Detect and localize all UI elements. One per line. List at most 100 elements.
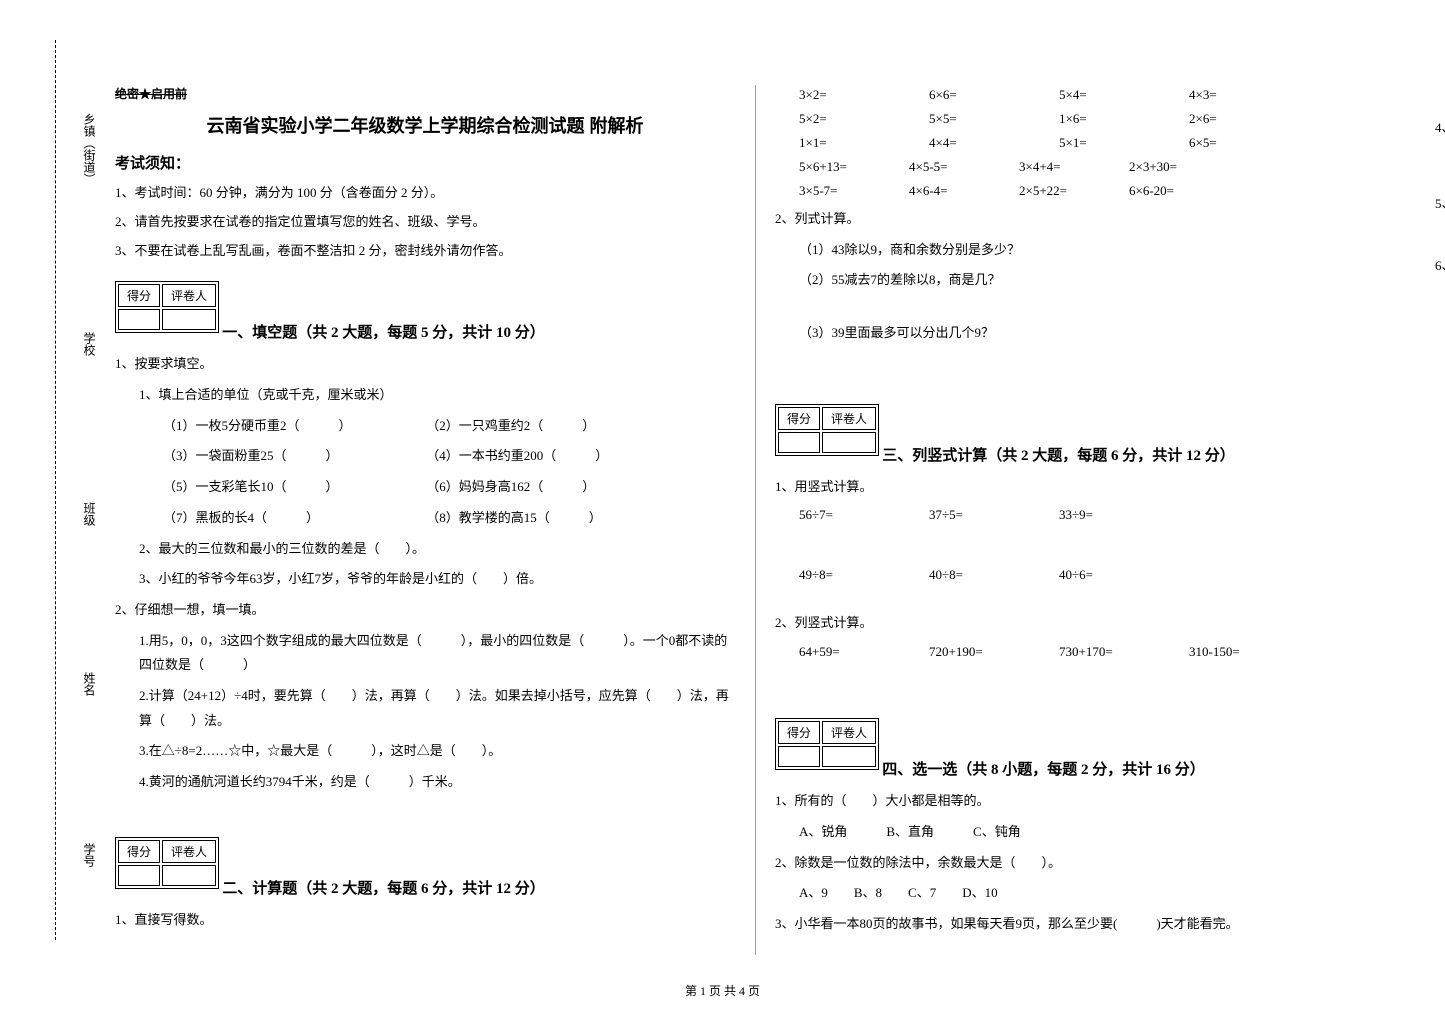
marker-header: 评卷人 bbox=[822, 721, 876, 744]
q1-item: （6）妈妈身高162（ ） bbox=[426, 479, 595, 494]
binding-field: 班级 bbox=[81, 502, 98, 526]
q2-item: 2.计算（24+12）÷4时，要先算（ ）法，再算（ ）法。如果去掉小括号，应先… bbox=[139, 684, 735, 733]
paper-title: 云南省实验小学二年级数学上学期综合检测试题 附解析 bbox=[115, 112, 735, 138]
calc-cell: 1×6= bbox=[1059, 111, 1189, 127]
q1-item: （3）一袋面粉重25（ ） bbox=[163, 444, 423, 469]
exam-content: 绝密★启用前 云南省实验小学二年级数学上学期综合检测试题 附解析 考试须知： 1… bbox=[115, 85, 1395, 955]
calc-row: 3×2= 6×6= 5×4= 4×3= bbox=[799, 85, 1395, 105]
vert-row: 49÷8= 40÷8= 40÷6= bbox=[799, 565, 1395, 585]
q1-item: （8）教学楼的高15（ ） bbox=[426, 510, 602, 525]
score-header: 得分 bbox=[118, 284, 160, 307]
q1-item: （2）一只鸡重约2（ ） bbox=[426, 418, 595, 433]
vert-cell: 37÷5= bbox=[929, 507, 1059, 523]
calc-cell: 5×1= bbox=[1059, 135, 1189, 151]
q2-item: 1.用5，0，0，3这四个数字组成的最大四位数是（ ），最小的四位数是（ ）。一… bbox=[139, 629, 735, 678]
calc-cell: 4×6-4= bbox=[909, 183, 1019, 199]
marker-header: 评卷人 bbox=[162, 840, 216, 863]
vert-cell: 56÷7= bbox=[799, 507, 929, 523]
choice-q1: 1、所有的（ ）大小都是相等的。 bbox=[775, 789, 1395, 814]
calc-cell: 2×6= bbox=[1189, 111, 1319, 127]
section-4-header: 得分评卷人 四、选一选（共 8 小题，每题 2 分，共计 16 分） bbox=[775, 708, 1395, 779]
marker-cell bbox=[162, 865, 216, 886]
binding-field: 学号 bbox=[81, 843, 98, 867]
section-4-title: 四、选一选（共 8 小题，每题 2 分，共计 16 分） bbox=[882, 762, 1205, 778]
binding-margin: 乡镇（街道） 学校 班级 姓名 学号 bbox=[38, 40, 98, 940]
binding-field: 姓名 bbox=[81, 672, 98, 696]
section-3-header: 得分评卷人 三、列竖式计算（共 2 大题，每题 6 分，共计 12 分） bbox=[775, 394, 1395, 465]
vert-row: 64+59= 720+190= 730+170= 310-150= bbox=[799, 642, 1395, 662]
calc-cell: 2×3+30= bbox=[1129, 159, 1239, 175]
calc-cell: 4×5-5= bbox=[909, 159, 1019, 175]
choice-q4: 4、下列线中，线段是（ ）。 bbox=[1435, 116, 1445, 141]
calc-cell: 3×5-7= bbox=[799, 183, 909, 199]
vert-cell: 49÷8= bbox=[799, 567, 929, 583]
vert-cell: 64+59= bbox=[799, 644, 929, 660]
calc2-title: 2、列式计算。 bbox=[775, 207, 1395, 232]
vert1-title: 1、用竖式计算。 bbox=[775, 475, 1395, 500]
section-2-title: 二、计算题（共 2 大题，每题 6 分，共计 12 分） bbox=[222, 881, 545, 897]
vert-cell: 40÷8= bbox=[929, 567, 1059, 583]
calc-cell: 4×4= bbox=[929, 135, 1059, 151]
calc-cell: 5×6+13= bbox=[799, 159, 909, 175]
q1-row: （7）黑板的长4（ ） （8）教学楼的高15（ ） bbox=[163, 506, 735, 531]
vert-cell: 720+190= bbox=[929, 644, 1059, 660]
q1-sub2: 2、最大的三位数和最小的三位数的差是（ ）。 bbox=[139, 537, 735, 562]
calc-cell: 5×4= bbox=[1059, 87, 1189, 103]
choice-q2: 2、除数是一位数的除法中，余数最大是（ ）。 bbox=[775, 851, 1395, 876]
section-1-header: 得分评卷人 一、填空题（共 2 大题，每题 5 分，共计 10 分） bbox=[115, 271, 735, 342]
score-box: 得分评卷人 bbox=[115, 281, 219, 333]
score-cell bbox=[778, 746, 820, 767]
section-1-title: 一、填空题（共 2 大题，每题 5 分，共计 10 分） bbox=[222, 325, 545, 341]
choice-q1-opts: A、锐角 B、直角 C、钝角 bbox=[799, 820, 1395, 845]
notice-item: 1、考试时间：60 分钟，满分为 100 分（含卷面分 2 分）。 bbox=[115, 183, 735, 204]
score-cell bbox=[118, 309, 160, 330]
calc-cell: 6×6-20= bbox=[1129, 183, 1239, 199]
notice-item: 3、不要在试卷上乱写乱画，卷面不整洁扣 2 分，密封线外请勿作答。 bbox=[115, 241, 735, 262]
section-2-header: 得分评卷人 二、计算题（共 2 大题，每题 6 分，共计 12 分） bbox=[115, 827, 735, 898]
q2-title: 2、仔细想一想，填一填。 bbox=[115, 598, 735, 623]
calc-cell: 2×5+22= bbox=[1019, 183, 1129, 199]
choice-q6: 6、下面不是轴对称图形的是（ ）。 bbox=[1435, 254, 1445, 279]
calc2-item: （1）43除以9，商和余数分别是多少？ bbox=[799, 238, 1395, 263]
q1-row: （3）一袋面粉重25（ ） （4）一本书约重200（ ） bbox=[163, 444, 735, 469]
q1-row: （5）一支彩笔长10（ ） （6）妈妈身高162（ ） bbox=[163, 475, 735, 500]
marker-cell bbox=[822, 432, 876, 453]
choice-q5: 5、下列算式中，不能用乘法口诀"三八二十四"来计算的是（ ）。 bbox=[1435, 192, 1445, 217]
marker-cell bbox=[822, 746, 876, 767]
score-cell bbox=[118, 865, 160, 886]
score-header: 得分 bbox=[778, 721, 820, 744]
calc2-item: （3）39里面最多可以分出几个9？ bbox=[799, 321, 1395, 346]
calc-cell: 5×2= bbox=[799, 111, 929, 127]
score-header: 得分 bbox=[778, 407, 820, 430]
calc-cell: 6×6= bbox=[929, 87, 1059, 103]
dashed-seal-line bbox=[55, 40, 56, 940]
vert-cell: 33÷9= bbox=[1059, 507, 1189, 523]
marker-header: 评卷人 bbox=[822, 407, 876, 430]
calc-cell: 3×4+4= bbox=[1019, 159, 1129, 175]
choice-q4-shapes: A B C D bbox=[1435, 146, 1445, 186]
q1-sub1: 1、填上合适的单位（克或千克，厘米或米） bbox=[139, 383, 735, 408]
page-number: 第 1 页 共 4 页 bbox=[0, 982, 1445, 999]
calc-row: 3×5-7= 4×6-4= 2×5+22= 6×6-20= bbox=[799, 181, 1395, 201]
q1-item: （5）一支彩笔长10（ ） bbox=[163, 475, 423, 500]
calc-cell: 4×3= bbox=[1189, 87, 1319, 103]
calc2-item: （2）55减去7的差除以8，商是几？ bbox=[799, 268, 1395, 293]
confidential-label: 绝密★启用前 bbox=[115, 85, 735, 102]
calc-row: 1×1= 4×4= 5×1= 6×5= bbox=[799, 133, 1395, 153]
vert2-title: 2、列竖式计算。 bbox=[775, 611, 1395, 636]
q1-row: （1）一枚5分硬币重2（ ） （2）一只鸡重约2（ ） bbox=[163, 414, 735, 439]
q1-item: （7）黑板的长4（ ） bbox=[163, 506, 423, 531]
notice-item: 2、请首先按要求在试卷的指定位置填写您的姓名、班级、学号。 bbox=[115, 212, 735, 233]
calc-cell: 5×5= bbox=[929, 111, 1059, 127]
calc-cell: 6×5= bbox=[1189, 135, 1319, 151]
score-box: 得分评卷人 bbox=[775, 718, 879, 770]
vert-cell: 730+170= bbox=[1059, 644, 1189, 660]
binding-field: 学校 bbox=[81, 332, 98, 356]
marker-cell bbox=[162, 309, 216, 330]
section-3-title: 三、列竖式计算（共 2 大题，每题 6 分，共计 12 分） bbox=[882, 448, 1235, 464]
calc-cell: 1×1= bbox=[799, 135, 929, 151]
score-box: 得分评卷人 bbox=[115, 837, 219, 889]
binding-field: 乡镇（街道） bbox=[81, 113, 98, 185]
choice-q2-opts: A、9 B、8 C、7 D、10 bbox=[799, 881, 1395, 906]
q1-title: 1、按要求填空。 bbox=[115, 352, 735, 377]
